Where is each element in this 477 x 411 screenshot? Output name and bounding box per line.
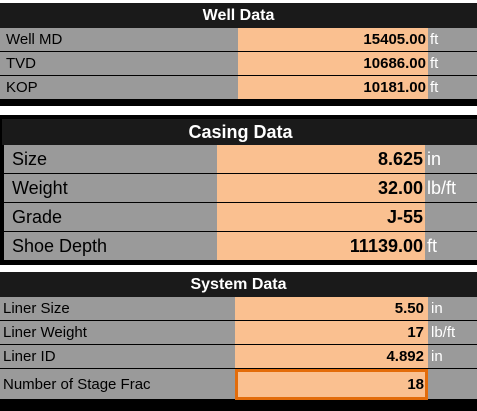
- kop-value[interactable]: 10181.00: [238, 76, 428, 100]
- liner-weight-value[interactable]: 17: [235, 321, 428, 345]
- kop-label[interactable]: KOP: [0, 76, 238, 100]
- liner-id-value[interactable]: 4.892: [235, 345, 428, 369]
- well-md-label[interactable]: Well MD: [0, 28, 238, 52]
- well-md-unit[interactable]: ft: [428, 28, 477, 52]
- tvd-value[interactable]: 10686.00: [238, 52, 428, 76]
- table-row-weight: Weight 32.00 lb/ft: [2, 174, 477, 203]
- weight-label[interactable]: Weight: [4, 174, 217, 203]
- liner-size-unit[interactable]: in: [428, 297, 477, 321]
- casing-data-header: Casing Data: [2, 119, 477, 145]
- tvd-unit[interactable]: ft: [428, 52, 477, 76]
- shoe-depth-unit[interactable]: ft: [425, 232, 477, 261]
- size-label[interactable]: Size: [4, 145, 217, 174]
- table-row-shoe-depth: Shoe Depth 11139.00 ft: [2, 232, 477, 261]
- stage-frac-value-selected-cell[interactable]: 18: [235, 369, 428, 400]
- kop-unit[interactable]: ft: [428, 76, 477, 100]
- well-data-table: Well Data Well MD 15405.00 ft TVD 10686.…: [0, 3, 477, 106]
- table-row-grade: Grade J-55: [2, 203, 477, 232]
- shoe-depth-label[interactable]: Shoe Depth: [4, 232, 217, 261]
- liner-size-value[interactable]: 5.50: [235, 297, 428, 321]
- liner-id-label[interactable]: Liner ID: [0, 345, 235, 369]
- table-row-well-md: Well MD 15405.00 ft: [0, 28, 477, 52]
- system-data-header: System Data: [0, 272, 477, 297]
- tvd-label[interactable]: TVD: [0, 52, 238, 76]
- table-row-liner-id: Liner ID 4.892 in: [0, 345, 477, 369]
- liner-size-label[interactable]: Liner Size: [0, 297, 235, 321]
- stage-frac-label[interactable]: Number of Stage Frac: [0, 369, 235, 400]
- table-row-kop: KOP 10181.00 ft: [0, 76, 477, 100]
- table-row-size: Size 8.625 in: [2, 145, 477, 174]
- liner-weight-unit[interactable]: lb/ft: [428, 321, 477, 345]
- casing-data-table: Casing Data Size 8.625 in Weight 32.00 l…: [0, 115, 477, 265]
- table-row-liner-weight: Liner Weight 17 lb/ft: [0, 321, 477, 345]
- weight-unit[interactable]: lb/ft: [425, 174, 477, 203]
- size-value[interactable]: 8.625: [217, 145, 425, 174]
- weight-value[interactable]: 32.00: [217, 174, 425, 203]
- stage-frac-unit[interactable]: [428, 369, 477, 400]
- shoe-depth-value[interactable]: 11139.00: [217, 232, 425, 261]
- table-row-liner-size: Liner Size 5.50 in: [0, 297, 477, 321]
- liner-id-unit[interactable]: in: [428, 345, 477, 369]
- grade-unit[interactable]: [425, 203, 477, 232]
- grade-value[interactable]: J-55: [217, 203, 425, 232]
- well-data-header: Well Data: [0, 3, 477, 28]
- size-unit[interactable]: in: [425, 145, 477, 174]
- system-data-table: System Data Liner Size 5.50 in Liner Wei…: [0, 272, 477, 411]
- well-md-value[interactable]: 15405.00: [238, 28, 428, 52]
- table-row-stage-frac: Number of Stage Frac 18: [0, 369, 477, 400]
- grade-label[interactable]: Grade: [4, 203, 217, 232]
- table-row-tvd: TVD 10686.00 ft: [0, 52, 477, 76]
- liner-weight-label[interactable]: Liner Weight: [0, 321, 235, 345]
